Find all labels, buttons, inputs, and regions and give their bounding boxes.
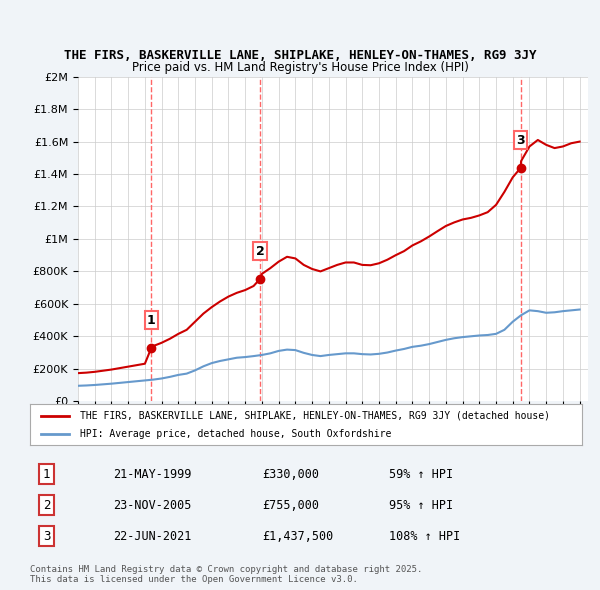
Text: 3: 3 [517, 134, 525, 147]
Text: 59% ↑ HPI: 59% ↑ HPI [389, 467, 453, 481]
Text: 2: 2 [43, 499, 50, 512]
Text: 1: 1 [43, 467, 50, 481]
Text: 2: 2 [256, 245, 265, 258]
Text: 3: 3 [43, 529, 50, 543]
Text: 108% ↑ HPI: 108% ↑ HPI [389, 529, 460, 543]
Text: 95% ↑ HPI: 95% ↑ HPI [389, 499, 453, 512]
Text: 23-NOV-2005: 23-NOV-2005 [113, 499, 191, 512]
Text: £755,000: £755,000 [262, 499, 319, 512]
Text: Contains HM Land Registry data © Crown copyright and database right 2025.
This d: Contains HM Land Registry data © Crown c… [30, 565, 422, 584]
Text: £330,000: £330,000 [262, 467, 319, 481]
Text: 21-MAY-1999: 21-MAY-1999 [113, 467, 191, 481]
Text: 1: 1 [147, 313, 156, 327]
Text: 22-JUN-2021: 22-JUN-2021 [113, 529, 191, 543]
Text: £1,437,500: £1,437,500 [262, 529, 333, 543]
Text: THE FIRS, BASKERVILLE LANE, SHIPLAKE, HENLEY-ON-THAMES, RG9 3JY (detached house): THE FIRS, BASKERVILLE LANE, SHIPLAKE, HE… [80, 411, 550, 421]
Text: Price paid vs. HM Land Registry's House Price Index (HPI): Price paid vs. HM Land Registry's House … [131, 61, 469, 74]
Text: THE FIRS, BASKERVILLE LANE, SHIPLAKE, HENLEY-ON-THAMES, RG9 3JY: THE FIRS, BASKERVILLE LANE, SHIPLAKE, HE… [64, 49, 536, 62]
Text: HPI: Average price, detached house, South Oxfordshire: HPI: Average price, detached house, Sout… [80, 429, 391, 439]
